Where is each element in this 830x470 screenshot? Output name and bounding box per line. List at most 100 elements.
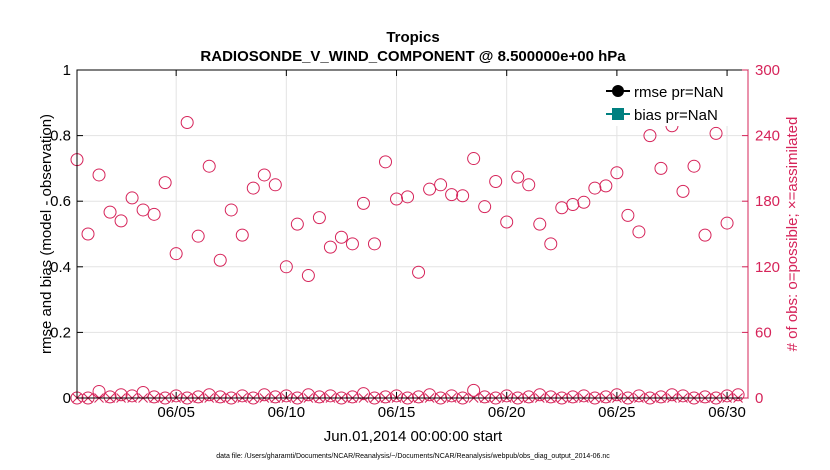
- obs-possible-marker: [301, 269, 315, 283]
- obs-possible-marker: [467, 152, 481, 166]
- y-left-tick-label: 0.4: [50, 259, 71, 276]
- obs-possible-marker: [356, 387, 370, 401]
- obs-possible-marker: [379, 155, 393, 169]
- obs-possible-marker: [257, 168, 271, 182]
- obs-possible-marker: [599, 179, 613, 193]
- obs-possible-marker: [500, 389, 514, 403]
- y-right-tick-label: 300: [755, 62, 780, 79]
- obs-possible-marker: [632, 225, 646, 239]
- obs-possible-marker: [147, 207, 161, 221]
- obs-possible-marker: [401, 190, 415, 204]
- x-tick-label: 06/20: [488, 404, 526, 421]
- y-right-tick-label: 180: [755, 193, 780, 210]
- obs-possible-marker: [720, 216, 734, 230]
- obs-possible-marker: [213, 253, 227, 267]
- obs-possible-marker: [390, 192, 404, 206]
- axis-ticks: 06/05 06/10 06/15 06/20 06/25 06/30 0 0.2 0.4 0.6…: [50, 62, 780, 421]
- obs-possible-marker: [323, 240, 337, 254]
- obs-possible-marker: [312, 390, 326, 404]
- obs-possible-marker: [103, 390, 117, 404]
- obs-possible-marker: [676, 389, 690, 403]
- chart-title: Tropics: [386, 29, 439, 46]
- obs-possible-marker: [412, 265, 426, 279]
- obs-possible-marker: [81, 227, 95, 241]
- obs-possible-marker: [599, 390, 613, 404]
- obs-possible-marker: [191, 229, 205, 243]
- obs-possible-marker: [323, 389, 337, 403]
- y-axis-right-label: # of obs: o=possible; ×=assimilated: [784, 117, 801, 352]
- obs-possible-marker: [533, 388, 547, 402]
- obs-possible-marker: [621, 208, 635, 222]
- obs-possible-marker: [544, 390, 558, 404]
- obs-possible-marker: [246, 181, 260, 195]
- obs-possible-marker: [577, 389, 591, 403]
- obs-possible-marker: [555, 201, 569, 215]
- obs-possible-marker: [698, 228, 712, 242]
- obs-possible-marker: [191, 390, 205, 404]
- obs-possible-marker: [423, 182, 437, 196]
- x-tick-label: 06/25: [598, 404, 636, 421]
- x-axis-label: Jun.01,2014 00:00:00 start: [324, 428, 503, 445]
- obs-possible-marker: [92, 168, 106, 182]
- y-axis-left-label: rmse and bias (model - observation): [38, 114, 55, 354]
- obs-possible-marker: [158, 176, 172, 190]
- obs-possible-marker: [390, 389, 404, 403]
- obs-possible-marker: [202, 159, 216, 173]
- x-tick-label: 06/05: [157, 404, 195, 421]
- obs-possible-marker: [533, 217, 547, 231]
- obs-possible-marker: [566, 197, 580, 211]
- obs-possible-marker: [136, 386, 150, 400]
- obs-possible-marker: [224, 203, 238, 217]
- obs-possible-marker: [698, 390, 712, 404]
- y-left-tick-label: 0.8: [50, 128, 71, 145]
- obs-possible-marker: [213, 390, 227, 404]
- obs-possible-marker: [423, 388, 437, 402]
- obs-possible-marker: [114, 388, 128, 402]
- x-tick-label: 06/30: [708, 404, 746, 421]
- obs-possible-marker: [125, 191, 139, 205]
- data-markers: [70, 115, 745, 405]
- legend-rmse-label: rmse pr=NaN: [634, 84, 724, 101]
- obs-possible-marker: [136, 203, 150, 217]
- y-right-tick-label: 0: [755, 390, 763, 407]
- obs-possible-marker: [610, 166, 624, 180]
- obs-possible-marker: [147, 390, 161, 404]
- obs-possible-marker: [92, 384, 106, 398]
- obs-possible-marker: [279, 389, 293, 403]
- obs-possible-marker: [687, 159, 701, 173]
- obs-possible-marker: [268, 390, 282, 404]
- obs-possible-marker: [334, 230, 348, 244]
- y-left-tick-label: 0.6: [50, 193, 71, 210]
- obs-possible-marker: [169, 389, 183, 403]
- legend-bias-label: bias pr=NaN: [634, 107, 718, 124]
- obs-possible-marker: [345, 390, 359, 404]
- obs-possible-marker: [445, 188, 459, 202]
- obs-possible-marker: [588, 181, 602, 195]
- obs-possible-marker: [632, 389, 646, 403]
- obs-possible-marker: [478, 200, 492, 214]
- obs-possible-marker: [654, 161, 668, 175]
- obs-possible-marker: [345, 237, 359, 251]
- obs-possible-marker: [125, 389, 139, 403]
- obs-possible-marker: [467, 383, 481, 397]
- x-tick-label: 06/10: [268, 404, 306, 421]
- obs-possible-marker: [434, 178, 448, 192]
- obs-possible-marker: [290, 217, 304, 231]
- legend-rmse-marker: [612, 85, 624, 97]
- y-left-tick-label: 0: [63, 390, 71, 407]
- obs-possible-marker: [412, 390, 426, 404]
- obs-possible-marker: [478, 390, 492, 404]
- obs-possible-marker: [202, 388, 216, 402]
- obs-possible-marker: [180, 115, 194, 129]
- obs-possible-marker: [312, 211, 326, 225]
- obs-possible-marker: [379, 390, 393, 404]
- obs-possible-marker: [367, 237, 381, 251]
- y-left-tick-label: 0.2: [50, 324, 71, 341]
- obs-possible-marker: [356, 196, 370, 210]
- y-left-tick-label: 1: [63, 62, 71, 79]
- legend: rmse pr=NaN bias pr=NaN: [597, 76, 745, 126]
- obs-possible-marker: [676, 184, 690, 198]
- obs-possible-marker: [279, 260, 293, 274]
- obs-possible-marker: [301, 388, 315, 402]
